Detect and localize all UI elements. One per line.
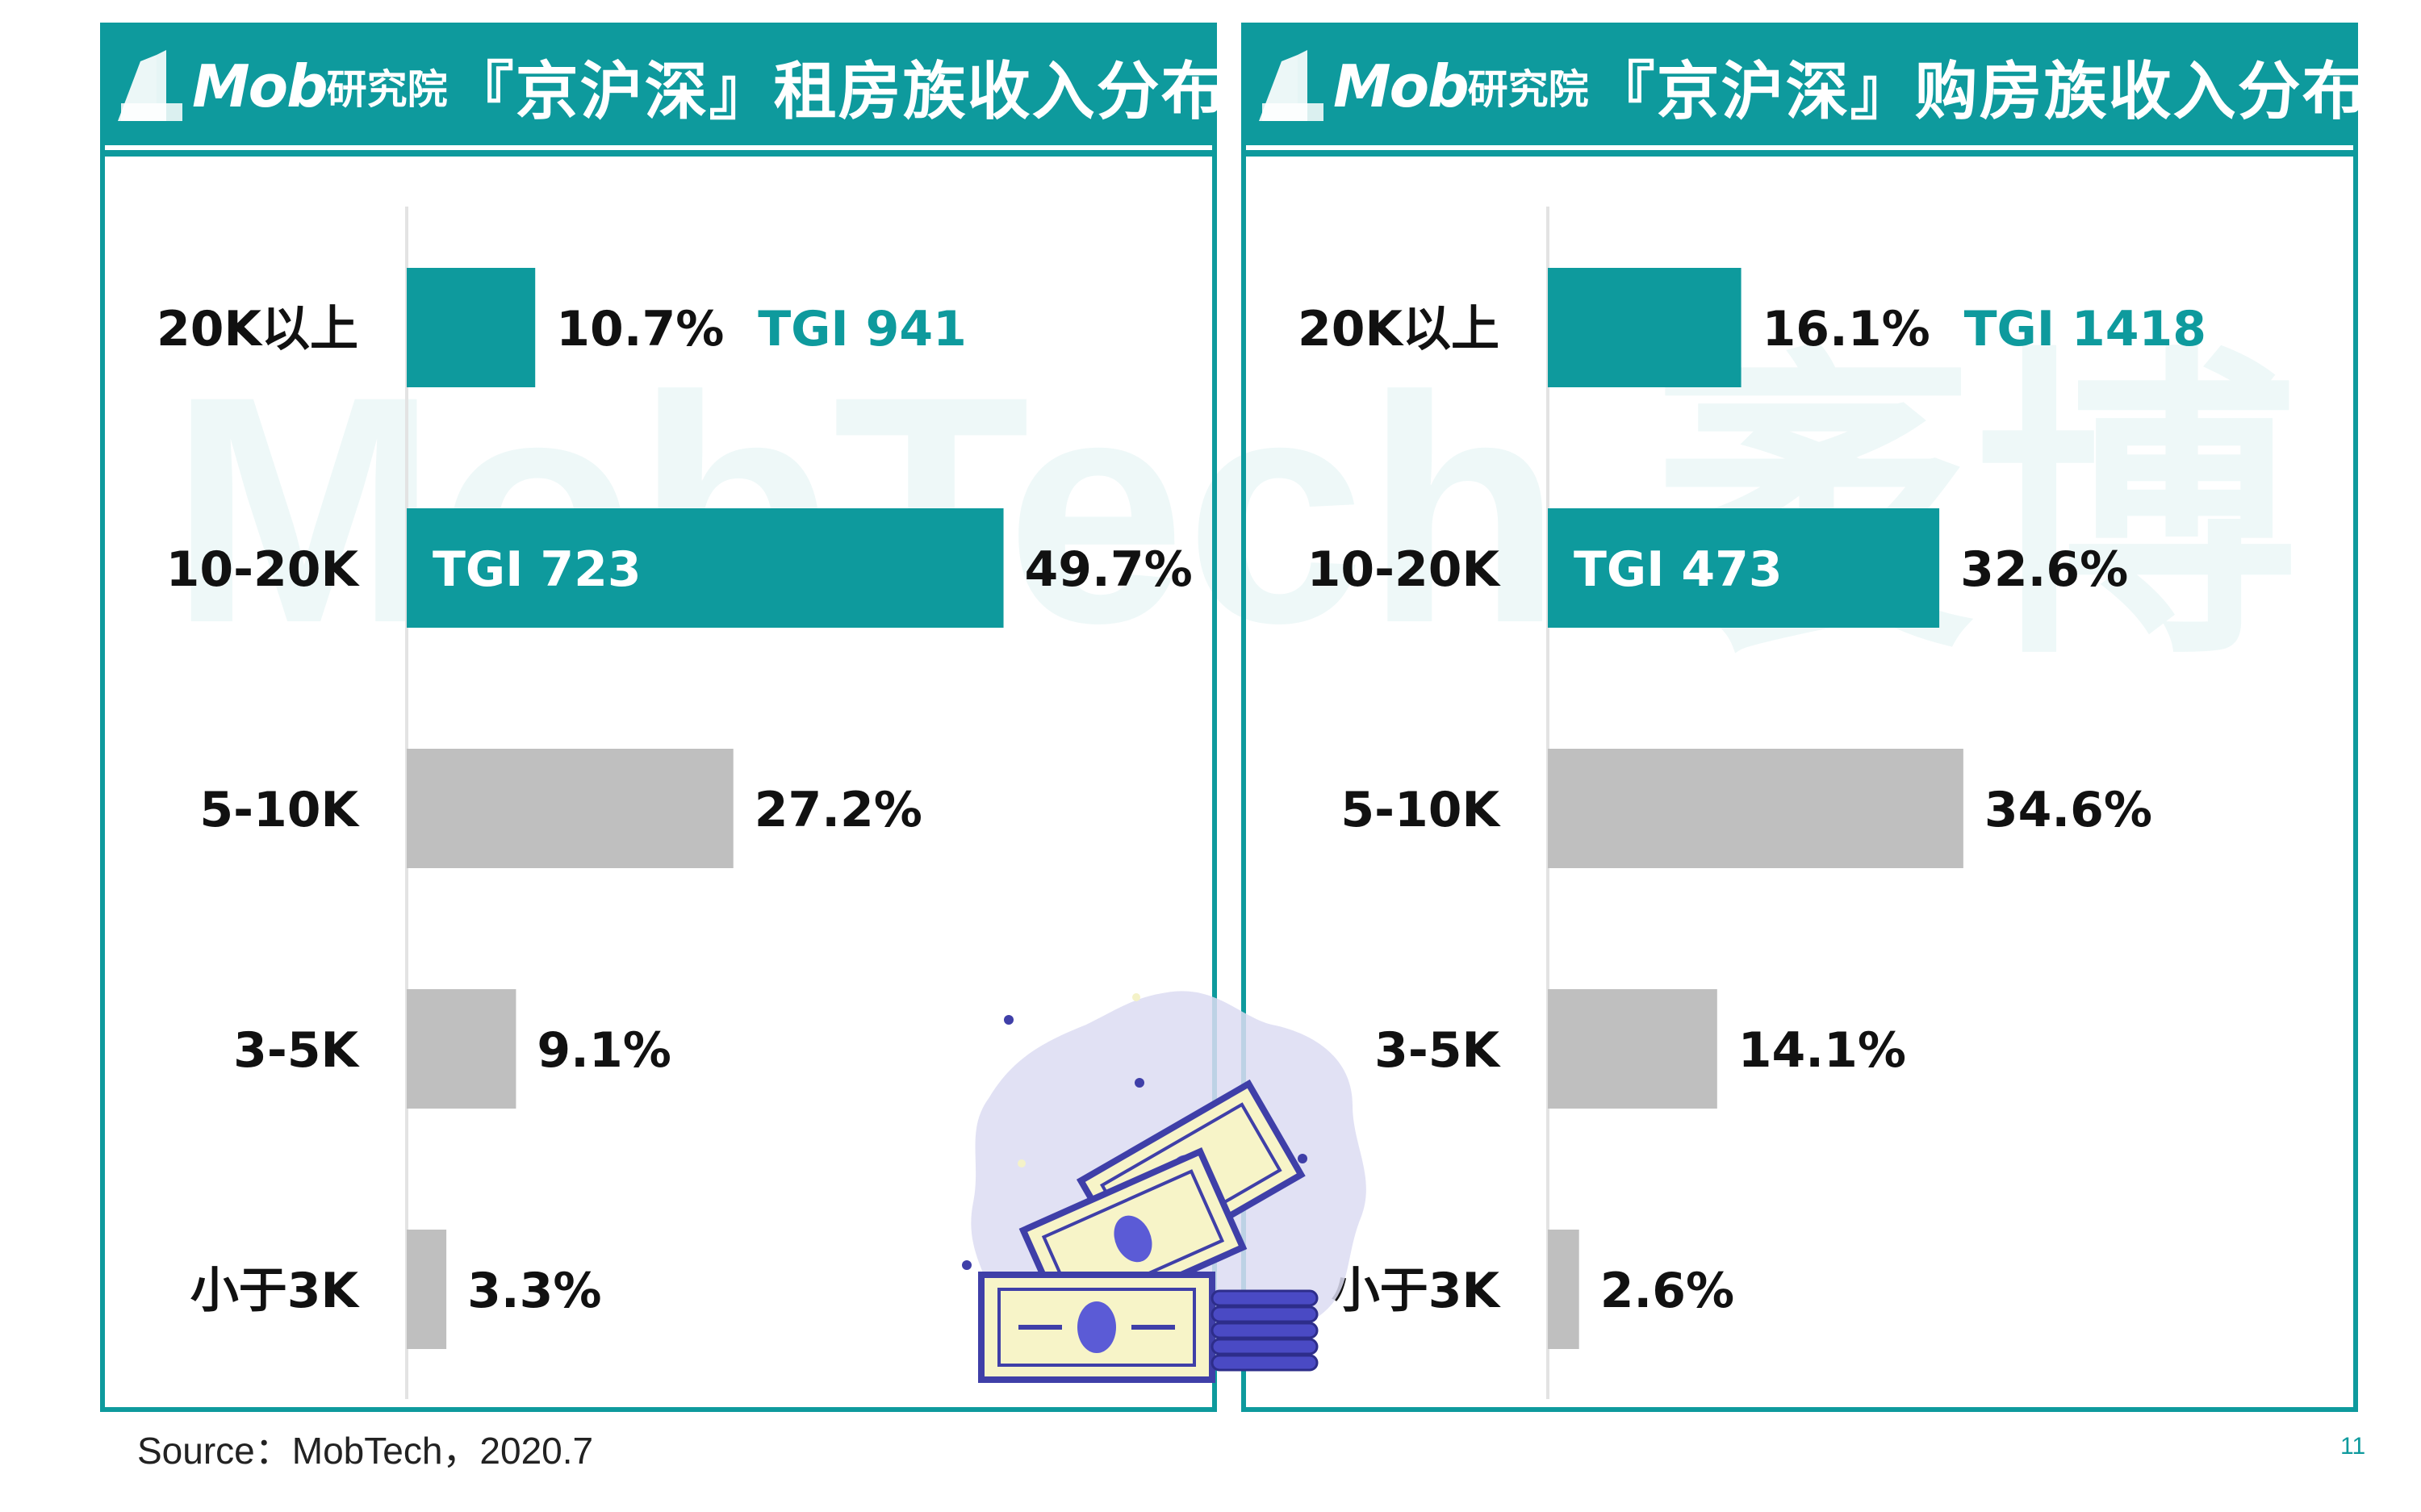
- value-label: 34.6%: [1984, 782, 2152, 838]
- tgi-label: TGI 941: [758, 301, 967, 357]
- bar-0: [1548, 268, 1742, 387]
- category-label: 10-20K: [1307, 541, 1502, 598]
- category-label: 5-10K: [1340, 782, 1501, 838]
- panel-buyers: Mob 研究院 『京沪深』购房族收入分布 20K以上 16.1% TGI 1418 1…: [1241, 23, 2365, 1412]
- panel-header: Mob 研究院 『京沪深』购房族收入分布: [1246, 27, 2365, 157]
- renters-income-chart: 20K以上 10.7% TGI 941 10-20K 49.7% TGI 723 5-10K…: [157, 207, 1193, 1399]
- value-label: 10.7%: [556, 301, 724, 357]
- buyers-income-chart: 20K以上 16.1% TGI 1418 10-20K 32.6% TGI 473 5-10…: [1298, 207, 2206, 1399]
- value-label: 3.3%: [467, 1263, 601, 1319]
- money-stack-icon: [962, 991, 1366, 1383]
- category-label: 3-5K: [1374, 1022, 1501, 1079]
- panel-title: 『京沪深』租房族收入分布: [450, 56, 1226, 128]
- value-label: 14.1%: [1738, 1022, 1906, 1079]
- page-number: 11: [2340, 1433, 2366, 1460]
- value-label: 27.2%: [755, 782, 922, 838]
- bar-4: [407, 1230, 447, 1349]
- panel-header: Mob 研究院 『京沪深』租房族收入分布: [105, 27, 1224, 157]
- bar-1: [1548, 508, 1940, 628]
- value-label: 32.6%: [1960, 541, 2128, 598]
- category-label: 3-5K: [233, 1022, 360, 1079]
- bar-1: [407, 508, 1004, 628]
- category-label: 10-20K: [166, 541, 361, 598]
- value-label: 16.1%: [1762, 301, 1930, 357]
- panel-renters: Mob 研究院 『京沪深』租房族收入分布 20K以上 10.7% TGI 941 10…: [100, 23, 1224, 1412]
- building-logo-icon: [1259, 50, 1323, 121]
- bar-3: [407, 989, 516, 1109]
- value-label: 49.7%: [1025, 541, 1193, 598]
- panel-title: 『京沪深』购房族收入分布: [1591, 56, 2367, 128]
- brand-sub: 研究院: [1467, 66, 1589, 113]
- source-note: Source：MobTech，2020.7: [137, 1430, 594, 1472]
- bar-2: [407, 749, 734, 868]
- value-label: 2.6%: [1600, 1263, 1734, 1319]
- category-label: 5-10K: [199, 782, 360, 838]
- tgi-label: TGI 1418: [1964, 301, 2206, 357]
- brand-sub: 研究院: [326, 66, 448, 113]
- value-label: 9.1%: [537, 1022, 671, 1079]
- brand-name: Mob: [1333, 52, 1470, 120]
- category-label: 小于3K: [190, 1263, 361, 1319]
- category-label: 20K以上: [157, 301, 358, 357]
- bar-3: [1548, 989, 1717, 1109]
- bar-4: [1548, 1230, 1579, 1349]
- tgi-label: TGI 723: [433, 541, 642, 598]
- category-label: 20K以上: [1298, 301, 1499, 357]
- building-logo-icon: [118, 50, 182, 121]
- bar-2: [1548, 749, 1963, 868]
- brand-name: Mob: [192, 52, 328, 120]
- category-label: 小于3K: [1332, 1263, 1502, 1319]
- bar-0: [407, 268, 536, 387]
- tgi-label: TGI 473: [1574, 541, 1783, 598]
